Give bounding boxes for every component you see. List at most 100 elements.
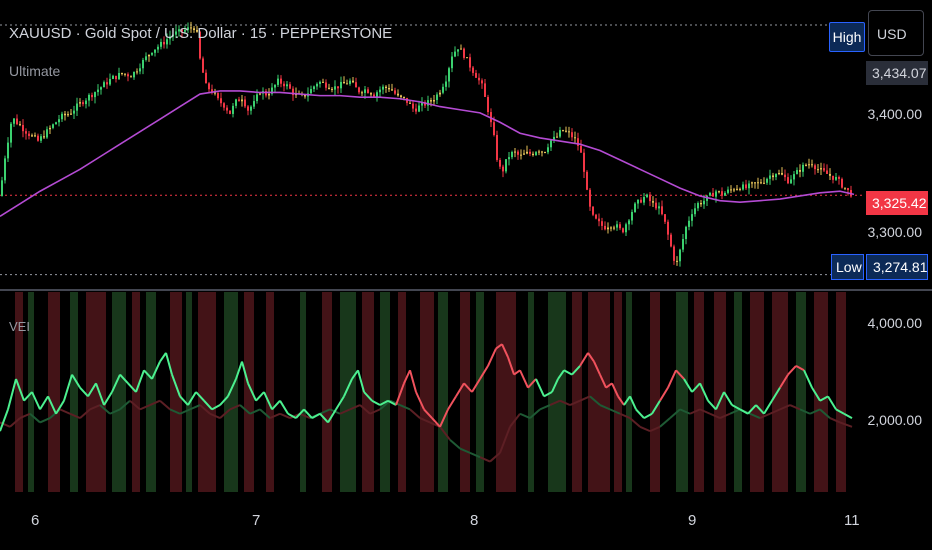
vei-primary-seg-16 bbox=[119, 373, 129, 384]
candle-body-210 bbox=[631, 211, 633, 221]
candle-body-67 bbox=[202, 58, 204, 73]
vei-primary-seg-39 bbox=[295, 408, 305, 419]
candle-body-38 bbox=[115, 75, 117, 80]
candle-body-61 bbox=[184, 29, 186, 32]
candle-body-267 bbox=[802, 164, 804, 172]
candle-body-131 bbox=[394, 90, 396, 94]
vei-secondary-seg-81 bbox=[799, 408, 811, 415]
vei-secondary-seg-13 bbox=[119, 399, 131, 411]
vei-secondary-seg-22 bbox=[209, 412, 221, 420]
vei-secondary-seg-3 bbox=[19, 412, 31, 420]
vei-secondary-seg-79 bbox=[779, 404, 791, 411]
vei-primary-seg-14 bbox=[103, 391, 113, 406]
candle-body-272 bbox=[817, 169, 819, 171]
candle-body-8 bbox=[25, 131, 27, 134]
candle-body-96 bbox=[289, 84, 291, 89]
candle-body-212 bbox=[637, 199, 639, 204]
vei-primary-seg-4 bbox=[23, 391, 33, 402]
candle-body-172 bbox=[517, 151, 519, 155]
candle-body-47 bbox=[142, 59, 144, 69]
candle-body-112 bbox=[337, 86, 339, 89]
candle-body-233 bbox=[700, 203, 702, 205]
vei-primary-seg-92 bbox=[683, 378, 693, 393]
vei-primary-seg-63 bbox=[479, 365, 489, 380]
vei-secondary-seg-61 bbox=[599, 404, 611, 411]
vei-band-22 bbox=[460, 292, 470, 492]
vei-primary-seg-36 bbox=[271, 400, 281, 411]
candle-body-265 bbox=[796, 170, 798, 175]
vei-secondary-seg-55 bbox=[539, 404, 551, 411]
candle-body-5 bbox=[16, 118, 18, 125]
candle-body-184 bbox=[553, 136, 555, 141]
vei-secondary-seg-20 bbox=[189, 404, 201, 411]
vei-secondary-seg-9 bbox=[79, 408, 91, 419]
vei-primary-seg-22 bbox=[165, 352, 173, 375]
candle-body-250 bbox=[751, 182, 753, 184]
vei-primary-seg-97 bbox=[723, 391, 733, 406]
candle-body-152 bbox=[457, 49, 459, 52]
candle-body-143 bbox=[430, 100, 432, 102]
candle-body-261 bbox=[784, 174, 786, 178]
candle-body-236 bbox=[709, 192, 711, 196]
candle-body-225 bbox=[676, 260, 678, 262]
candle-body-195 bbox=[586, 171, 588, 190]
candle-body-31 bbox=[94, 92, 96, 98]
candle-body-155 bbox=[466, 57, 468, 59]
candle-body-9 bbox=[28, 133, 30, 136]
candle-body-77 bbox=[232, 105, 234, 114]
candle-body-167 bbox=[502, 166, 504, 172]
candle-body-94 bbox=[283, 83, 285, 87]
vei-secondary-seg-42 bbox=[409, 408, 421, 419]
candle-body-7 bbox=[22, 125, 24, 132]
vei-band-31 bbox=[650, 292, 660, 492]
candle-body-206 bbox=[619, 224, 621, 229]
vei-primary-seg-30 bbox=[227, 378, 237, 397]
candle-body-146 bbox=[439, 92, 441, 95]
candle-body-232 bbox=[697, 203, 699, 209]
candle-body-187 bbox=[562, 130, 564, 132]
candle-body-84 bbox=[253, 101, 255, 107]
candle-body-65 bbox=[196, 29, 198, 32]
candle-body-228 bbox=[685, 226, 687, 240]
vei-primary-seg-25 bbox=[187, 391, 197, 406]
candle-body-150 bbox=[451, 56, 453, 69]
price-tick-3400: 3,400.00 bbox=[867, 106, 923, 122]
vei-band-33 bbox=[694, 292, 704, 492]
vei-secondary-seg-77 bbox=[759, 412, 771, 420]
candle-body-75 bbox=[226, 107, 228, 111]
candle-body-151 bbox=[454, 51, 456, 57]
candle-body-149 bbox=[448, 68, 450, 82]
vei-secondary-seg-24 bbox=[229, 404, 241, 411]
candle-body-240 bbox=[721, 191, 723, 196]
candle-body-179 bbox=[538, 151, 540, 153]
vei-secondary-seg-70 bbox=[689, 408, 701, 415]
currency-button[interactable]: USD bbox=[868, 10, 924, 56]
candle-body-18 bbox=[55, 122, 57, 125]
high-button[interactable]: High bbox=[829, 22, 865, 52]
candle-body-158 bbox=[475, 72, 477, 78]
vei-secondary-seg-12 bbox=[109, 408, 121, 415]
vei-primary-seg-90 bbox=[667, 369, 677, 389]
candle-body-249 bbox=[748, 183, 750, 189]
candle-body-279 bbox=[838, 177, 840, 179]
vei-secondary-seg-1 bbox=[0, 421, 11, 428]
vei-primary-seg-49 bbox=[371, 399, 381, 406]
candle-body-205 bbox=[616, 224, 618, 228]
vei-primary-seg-74 bbox=[557, 369, 565, 380]
candle-body-163 bbox=[490, 112, 492, 123]
vei-secondary-seg-69 bbox=[679, 408, 691, 415]
vei-primary-seg-111 bbox=[835, 408, 845, 415]
candle-body-40 bbox=[121, 73, 123, 75]
vei-secondary-seg-67 bbox=[659, 417, 671, 428]
vei-secondary-seg-21 bbox=[199, 404, 211, 415]
candle-body-222 bbox=[667, 221, 669, 235]
vei-secondary-seg-15 bbox=[139, 404, 151, 411]
candle-body-207 bbox=[622, 228, 624, 233]
candle-body-117 bbox=[352, 80, 354, 83]
vei-primary-seg-5 bbox=[31, 391, 41, 410]
candle-body-28 bbox=[85, 100, 87, 105]
candle-body-160 bbox=[481, 80, 483, 84]
vei-band-29 bbox=[614, 292, 622, 492]
candle-body-216 bbox=[649, 194, 651, 202]
